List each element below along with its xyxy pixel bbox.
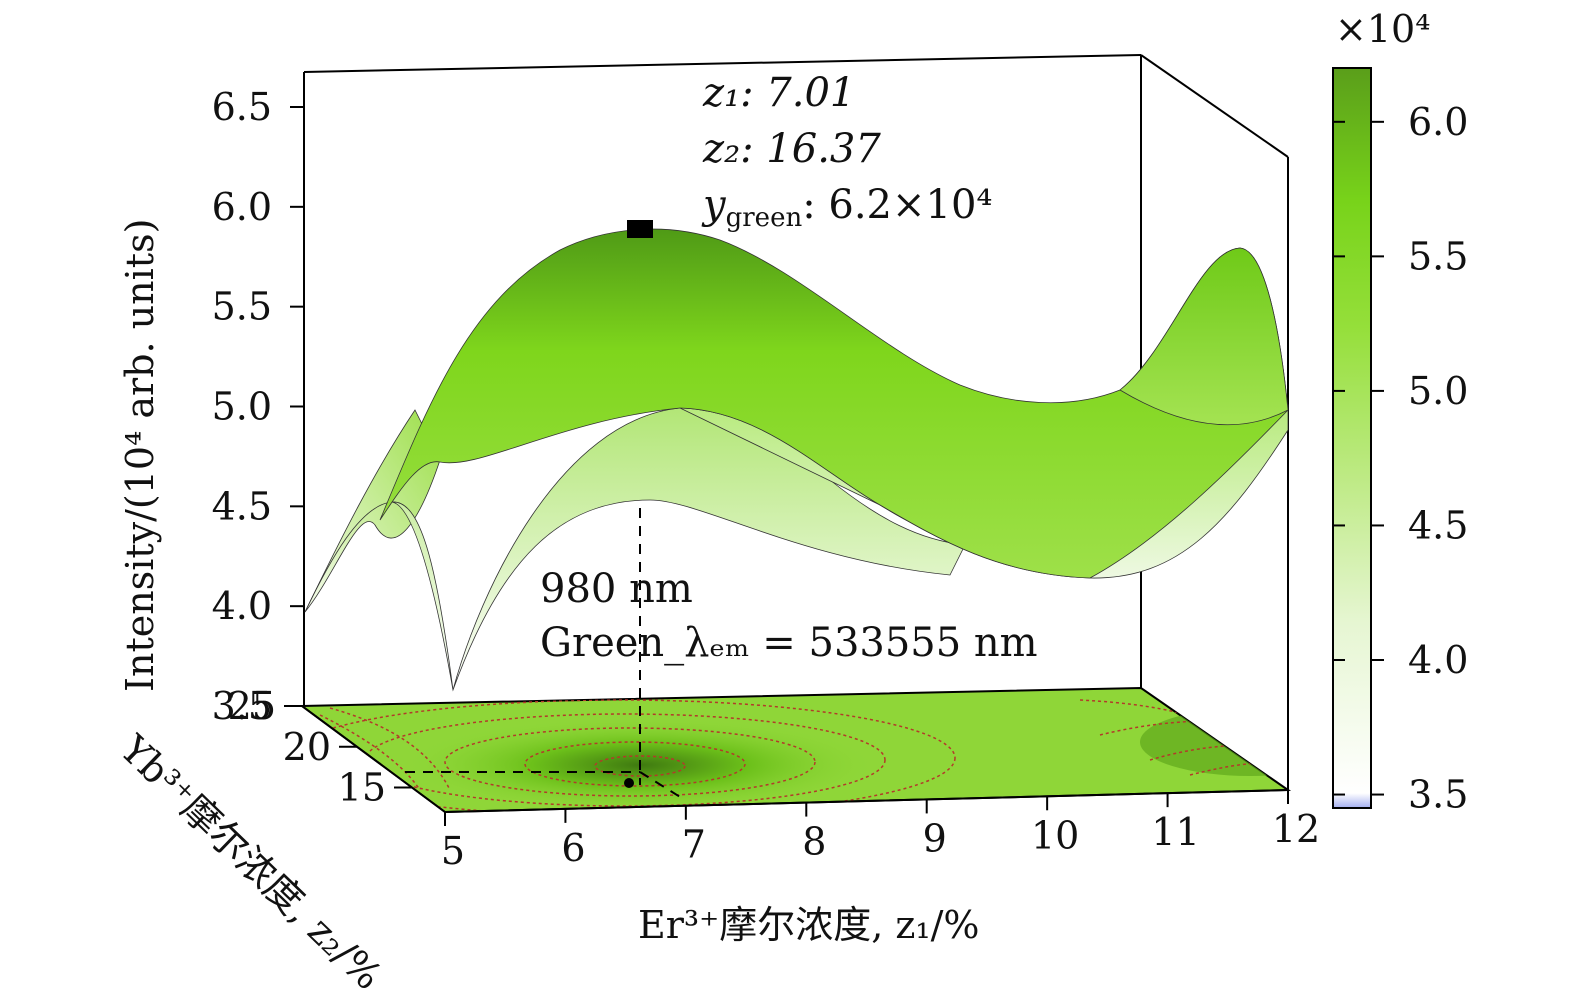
floor-right-glow xyxy=(1140,708,1288,776)
colorbar-exponent: ×10⁴ xyxy=(1335,7,1430,51)
colorbar-tick-label: 5.0 xyxy=(1408,369,1468,413)
z-tick-label: 6.0 xyxy=(212,185,272,229)
surface-right-peak xyxy=(1119,247,1289,426)
optimum-marker xyxy=(627,220,653,238)
y-tick-label: 25 xyxy=(228,684,276,728)
colorbar-tick-label: 6.0 xyxy=(1408,100,1468,144)
x-tick-label: 6 xyxy=(561,826,585,870)
x-tick-label: 8 xyxy=(802,820,826,864)
z-tick-label: 6.5 xyxy=(212,85,272,129)
z2-value-label: z₂: 16.37 xyxy=(702,126,881,172)
colorbar-tick-label: 4.5 xyxy=(1408,503,1468,547)
z1-value-label: z₁: 7.01 xyxy=(702,70,855,116)
z-tick-label: 3.5 xyxy=(212,684,272,728)
colorbar-tick-label: 3.5 xyxy=(1408,773,1468,817)
x-tick-label: 12 xyxy=(1272,807,1320,851)
colorbar-ticks: 3.5 4.0 4.5 5.0 5.5 6.0 xyxy=(1333,100,1468,817)
x-tick-label: 11 xyxy=(1151,810,1199,854)
x-tick-label: 7 xyxy=(682,823,706,867)
z-axis-ticks: 3.5 4.0 4.5 5.0 5.5 6.0 6.5 xyxy=(212,85,304,728)
y-tick-label: 20 xyxy=(283,725,331,769)
excitation-label: 980 nm xyxy=(540,566,693,612)
surface-underside-left xyxy=(304,407,966,692)
y-axis-line xyxy=(301,705,446,813)
emission-label: Green_λₑₘ = 533555 nm xyxy=(540,620,1038,666)
x-axis-ticks: 5 6 7 8 9 10 11 12 xyxy=(441,789,1320,873)
y-green-value-label: ygreen: 6.2×10⁴ xyxy=(701,182,992,233)
contour-floor xyxy=(299,686,1292,814)
surface xyxy=(304,228,1289,692)
optimum-annotation: z₁: 7.01 z₂: 16.37 ygreen: 6.2×10⁴ 980 n… xyxy=(540,70,1038,666)
x-axis-title: Er³⁺摩尔浓度, z₁/% xyxy=(638,903,980,947)
z-tick-label: 5.0 xyxy=(212,385,272,429)
box-top-right-edge xyxy=(1140,54,1289,158)
box-top-back-edge xyxy=(303,54,1142,73)
colorbar-tick-label: 5.5 xyxy=(1408,234,1468,278)
z-axis-title: Intensity/(10⁴ arb. units) xyxy=(118,219,162,692)
z1-guide xyxy=(639,771,686,801)
z-tick-label: 5.5 xyxy=(212,285,272,329)
x-tick-label: 9 xyxy=(923,816,947,860)
x-tick-label: 10 xyxy=(1031,813,1079,857)
floor-optimum-dot xyxy=(624,778,634,788)
z-tick-label: 4.5 xyxy=(212,484,272,528)
colorbar-gradient xyxy=(1332,67,1372,809)
x-axis-line xyxy=(444,789,1289,813)
x-tick-label: 5 xyxy=(441,829,465,873)
colorbar: 3.5 4.0 4.5 5.0 5.5 6.0 ×10⁴ xyxy=(1332,7,1468,817)
z-tick-label: 4.0 xyxy=(212,584,272,628)
y-tick-label: 15 xyxy=(338,766,386,810)
colorbar-tick-label: 4.0 xyxy=(1408,638,1468,682)
